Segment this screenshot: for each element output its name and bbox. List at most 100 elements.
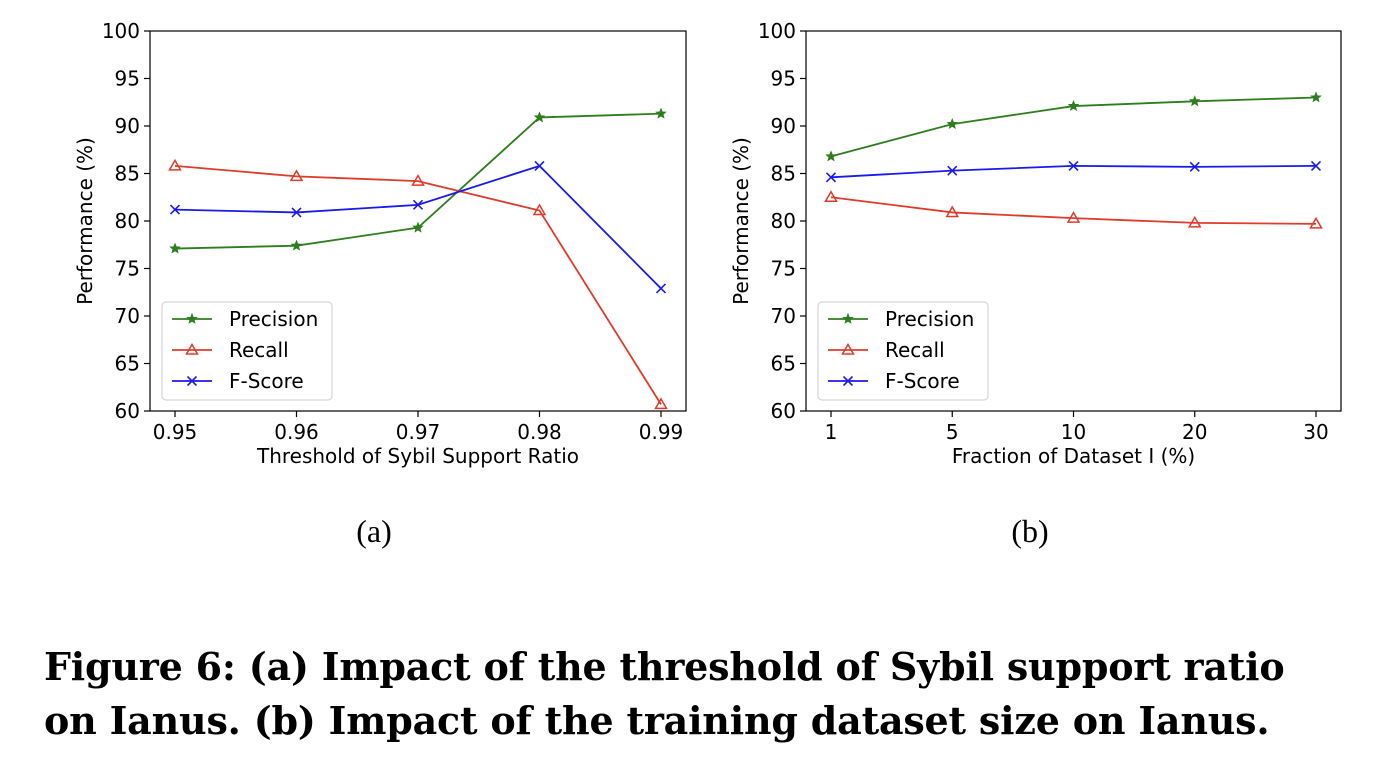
chart-b-legend-box (817, 301, 989, 401)
chart-a-x-axis-label: Threshold of Sybil Support Ratio (256, 444, 579, 468)
chart-b-xtick-label-2: 10 (1061, 420, 1086, 444)
chart-b-point-precision-3 (1188, 95, 1201, 107)
chart-b-point-f-score-3 (1189, 161, 1200, 172)
chart-a-point-f-score-3 (534, 160, 545, 171)
chart-b-ytick-label-7: 95 (771, 67, 796, 91)
chart-b-point-precision-1 (946, 118, 959, 130)
caption-line-1: Figure 6: (a) Impact of the threshold of… (44, 644, 1285, 689)
chart-b-legend-marker-precision (842, 312, 854, 324)
chart-a-xtick-label-0: 0.95 (153, 420, 198, 444)
chart-b-point-f-score-4 (1310, 160, 1322, 171)
chart-a-legend-entry-recall: Recall (172, 338, 289, 362)
chart-b-ytick-label-0: 60 (771, 399, 796, 423)
chart-b-point-precision-4 (1310, 91, 1322, 103)
chart-b-series-precision (825, 91, 1322, 162)
chart-b-legend-entry-recall: Recall (828, 338, 945, 362)
chart-b-ytick-label-6: 90 (771, 114, 796, 138)
chart-b-ytick-label-4: 80 (771, 209, 796, 233)
chart-a-point-precision-4 (655, 107, 667, 119)
chart-b-point-precision-0 (825, 150, 837, 162)
chart-a-xtick-label-2: 0.97 (396, 420, 441, 444)
chart-b-ytick-label-8: 100 (758, 19, 796, 43)
chart-a-ytick-label-7: 95 (115, 67, 140, 91)
chart-a-point-precision-1 (290, 239, 303, 251)
chart-a: 60 65 70 75 80 85 90 95 100 0.95 0.96 0.97 0.98 0.99 T… (73, 19, 687, 549)
chart-a-subfigure-label: (a) (356, 513, 392, 549)
chart-a-point-f-score-4-stroke-b (655, 283, 667, 294)
chart-a-ytick-label-4: 80 (115, 209, 140, 233)
chart-a-legend-marker-f-score-stroke-b (186, 375, 198, 387)
chart-b-y-axis-label: Performance (%) (729, 137, 753, 305)
figure-caption: Figure 6: (a) Impact of the threshold of… (44, 640, 1384, 748)
chart-a-legend-box (161, 301, 333, 401)
chart-a-legend-label-f-score: F-Score (229, 369, 304, 393)
chart-b-point-recall-0 (824, 190, 838, 202)
chart-b-xtick-label-1: 5 (946, 420, 959, 444)
chart-b-ytick-label-1: 65 (771, 352, 796, 376)
chart-b-point-f-score-2 (1068, 160, 1079, 171)
chart-a-series-f-score (169, 160, 667, 294)
chart-b-legend-entry-f-score: F-Score (828, 369, 960, 393)
chart-a-ytick-label-1: 65 (115, 352, 140, 376)
chart-a-legend-marker-f-score (186, 375, 198, 387)
figure-charts: 60 65 70 75 80 85 90 95 100 0.95 0.96 0.97 0.98 0.99 T… (73, 19, 1342, 549)
chart-b-legend-marker-recall (841, 343, 855, 355)
chart-b-point-recall-3 (1187, 215, 1202, 228)
chart-b-point-f-score-1 (947, 165, 958, 176)
chart-a-series-recall (168, 158, 668, 410)
chart-a-series-precision (169, 107, 667, 254)
chart-a-point-recall-4 (654, 397, 668, 410)
chart-b-series-f-score (825, 160, 1322, 183)
chart-b-subfigure-label: (b) (1011, 513, 1048, 549)
chart-a-point-f-score-0-stroke-b (169, 204, 181, 215)
chart-a-legend-entry-precision: Precision (172, 307, 318, 331)
chart-b-point-recall-4 (1309, 216, 1323, 229)
chart-b-point-precision-2 (1067, 99, 1080, 111)
chart-a-legend-entry-f-score: F-Score (172, 369, 304, 393)
chart-b-point-f-score-3-stroke-b (1189, 161, 1200, 172)
chart-b-ytick-label-5: 85 (771, 162, 796, 186)
chart-a-ytick-label-6: 90 (115, 114, 140, 138)
chart-b-series-line-f-score (830, 164, 1317, 179)
chart-a-legend-label-precision: Precision (229, 307, 318, 331)
chart-a-legend: Precision Recall F-Score (161, 301, 333, 401)
chart-b-series-recall (824, 190, 1323, 229)
chart-b-xtick-label-0: 1 (825, 420, 838, 444)
chart-a-xtick-label-4: 0.99 (639, 420, 684, 444)
chart-b-legend-label-recall: Recall (885, 338, 945, 362)
chart-a-point-recall-0 (168, 158, 182, 171)
chart-a-ytick-label-5: 85 (115, 162, 140, 186)
chart-b-x-axis-label: Fraction of Dataset I (%) (952, 444, 1195, 468)
chart-b-ytick-label-3: 75 (771, 257, 796, 281)
chart-a-ytick-label-0: 60 (115, 399, 140, 423)
chart-a-xtick-label-3: 0.98 (517, 420, 562, 444)
chart-b-point-f-score-0 (825, 172, 837, 183)
chart-a-point-recall-1 (289, 169, 304, 182)
chart-b-xtick-label-4: 30 (1303, 420, 1328, 444)
chart-b-point-f-score-1-stroke-b (947, 165, 958, 176)
chart-b-xtick-label-3: 20 (1182, 420, 1207, 444)
chart-b-legend-marker-f-score-stroke-b (842, 375, 854, 387)
chart-b-point-recall-1 (945, 205, 960, 218)
chart-b-point-f-score-4-stroke-b (1310, 160, 1322, 171)
chart-a-point-f-score-0 (169, 204, 181, 215)
chart-a-point-f-score-4 (655, 283, 667, 294)
chart-a-ytick-label-8: 100 (102, 19, 140, 43)
chart-b-series-line-recall (830, 196, 1317, 225)
chart-a-point-f-score-3-stroke-b (534, 160, 545, 171)
chart-a-point-precision-0 (169, 242, 181, 254)
chart-b-legend-label-precision: Precision (885, 307, 974, 331)
chart-b-point-f-score-0-stroke-b (825, 172, 837, 183)
chart-a-legend-label-recall: Recall (229, 338, 289, 362)
caption-line-2: on Ianus. (b) Impact of the training dat… (44, 698, 1270, 743)
chart-a-ytick-label-3: 75 (115, 257, 140, 281)
chart-b-ytick-label-2: 70 (771, 304, 796, 328)
chart-a-y-axis-label: Performance (%) (73, 137, 97, 305)
chart-b-legend-entry-precision: Precision (828, 307, 974, 331)
chart-a-ytick-label-2: 70 (115, 304, 140, 328)
chart-b: 60 65 70 75 80 85 90 95 100 1 5 10 20 30 Fraction of D… (729, 19, 1342, 549)
chart-a-point-recall-3 (532, 203, 547, 216)
chart-a-legend-marker-recall (185, 343, 199, 355)
chart-b-legend: Precision Recall F-Score (817, 301, 989, 401)
chart-a-point-f-score-1-stroke-b (291, 207, 302, 218)
